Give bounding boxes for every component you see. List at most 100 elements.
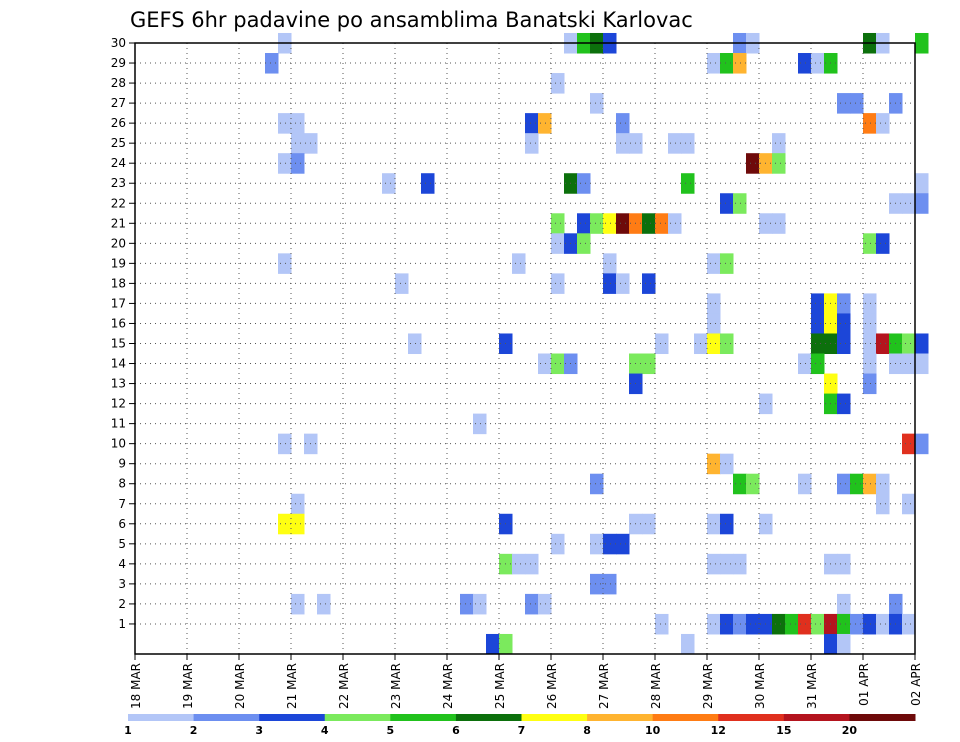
heatmap-cell: [876, 113, 890, 134]
heatmap-cell: [876, 233, 890, 254]
heatmap-cell: [785, 613, 799, 635]
heatmap-cell: [486, 633, 500, 655]
x-tick-label: 02 APR: [909, 663, 923, 706]
heatmap-cell: [772, 213, 786, 234]
heatmap-cell: [291, 113, 305, 134]
colorbar-label: 10: [645, 724, 661, 737]
heatmap-cell: [876, 333, 890, 355]
y-tick-label: 9: [118, 457, 126, 471]
colorbar-segment: [521, 714, 588, 721]
heatmap-cell: [863, 613, 877, 635]
grid-lines: [135, 42, 915, 654]
heatmap-cell: [837, 593, 851, 615]
heatmap-cell: [603, 573, 617, 595]
y-tick-label: 24: [111, 156, 126, 170]
heatmap-cell: [551, 213, 565, 234]
x-axis-ticks: 18 MAR 19 MAR 20 MAR 21 MAR 22 MAR 23 MAR 24 M…: [129, 654, 923, 709]
y-tick-label: 19: [111, 256, 126, 270]
y-tick-label: 16: [111, 316, 126, 330]
heatmap-cell: [616, 213, 630, 234]
heatmap-cell: [863, 233, 877, 254]
x-tick-label: 01 APR: [857, 663, 871, 706]
heatmap-cell: [655, 613, 669, 635]
heatmap-cell: [551, 353, 565, 375]
heatmap-cell: [902, 613, 916, 635]
colorbar-label: 15: [776, 724, 791, 737]
heatmap-cell: [577, 213, 591, 234]
heatmap-cell: [278, 153, 292, 174]
y-tick-label: 6: [118, 517, 126, 531]
heatmap-cell: [538, 113, 552, 134]
heatmap-cell: [876, 493, 890, 515]
y-tick-label: 18: [111, 276, 126, 290]
chart-title: GEFS 6hr padavine po ansamblima Banatski…: [130, 8, 693, 32]
heatmap-cell: [811, 613, 825, 635]
heatmap-cell: [707, 553, 721, 575]
heatmap-cell: [733, 613, 747, 635]
heatmap-cell: [460, 593, 474, 615]
heatmap-cell: [382, 173, 396, 194]
y-tick-label: 20: [111, 236, 126, 250]
heatmap-cell: [720, 513, 734, 535]
heatmap-cell: [616, 133, 630, 154]
heatmap-cell: [863, 353, 877, 375]
heatmap-cell: [642, 213, 656, 234]
heatmap-cell: [811, 333, 825, 355]
heatmap-cell: [278, 513, 292, 535]
heatmap-cell: [317, 593, 331, 615]
heatmap-cell: [681, 633, 695, 655]
heatmap-cell: [395, 273, 409, 294]
y-tick-label: 4: [118, 557, 126, 571]
heatmap-cell: [551, 533, 565, 555]
x-tick-label: 22 MAR: [337, 663, 351, 709]
heatmap-cell: [707, 253, 721, 274]
heatmap-cell: [291, 513, 305, 535]
x-tick-label: 27 MAR: [597, 663, 611, 709]
x-tick-label: 18 MAR: [129, 663, 143, 709]
heatmap-cell: [551, 273, 565, 294]
heatmap-cell: [811, 353, 825, 375]
heatmap-cell: [902, 493, 916, 515]
heatmap-cell: [746, 473, 760, 495]
heatmap-cell: [603, 273, 617, 294]
heatmap-cell: [512, 253, 526, 274]
heatmap-cell: [876, 613, 890, 635]
heatmap-cell: [720, 253, 734, 274]
x-tick-label: 31 MAR: [805, 663, 819, 709]
heatmap-cell: [538, 353, 552, 375]
heatmap-cell: [642, 513, 656, 535]
y-tick-label: 12: [111, 397, 126, 411]
y-tick-label: 25: [111, 136, 126, 150]
heatmap-cell: [863, 113, 877, 134]
heatmap-cell: [837, 293, 851, 314]
colorbar-label: 20: [842, 724, 858, 737]
colorbar-label: 6: [452, 724, 460, 737]
heatmap-cell: [720, 613, 734, 635]
heatmap-cell: [798, 53, 812, 74]
y-tick-label: 17: [111, 296, 126, 310]
heatmap-cell: [837, 473, 851, 495]
colorbar-segment: [390, 714, 457, 721]
heatmap-cell: [720, 333, 734, 355]
y-tick-label: 11: [111, 417, 126, 431]
heatmap-cell: [265, 53, 279, 74]
heatmap-cell: [837, 613, 851, 635]
heatmap-cell: [902, 433, 916, 455]
colorbar-segment: [128, 714, 195, 721]
heatmap-cell: [863, 313, 877, 334]
heatmap-cell: [291, 153, 305, 174]
heatmap-cell: [772, 613, 786, 635]
heatmap-cell: [824, 633, 838, 655]
heatmap-cell: [616, 533, 630, 555]
colorbar-label: 5: [387, 724, 395, 737]
heatmap-cell: [863, 473, 877, 495]
heatmap-cell: [278, 253, 292, 274]
y-tick-label: 5: [118, 537, 126, 551]
heatmap-cell: [668, 133, 682, 154]
heatmap-cells: [265, 32, 929, 655]
heatmap-cell: [512, 553, 526, 575]
x-tick-label: 21 MAR: [285, 663, 299, 709]
heatmap-cell: [876, 473, 890, 495]
colorbar-label: 4: [321, 724, 329, 737]
